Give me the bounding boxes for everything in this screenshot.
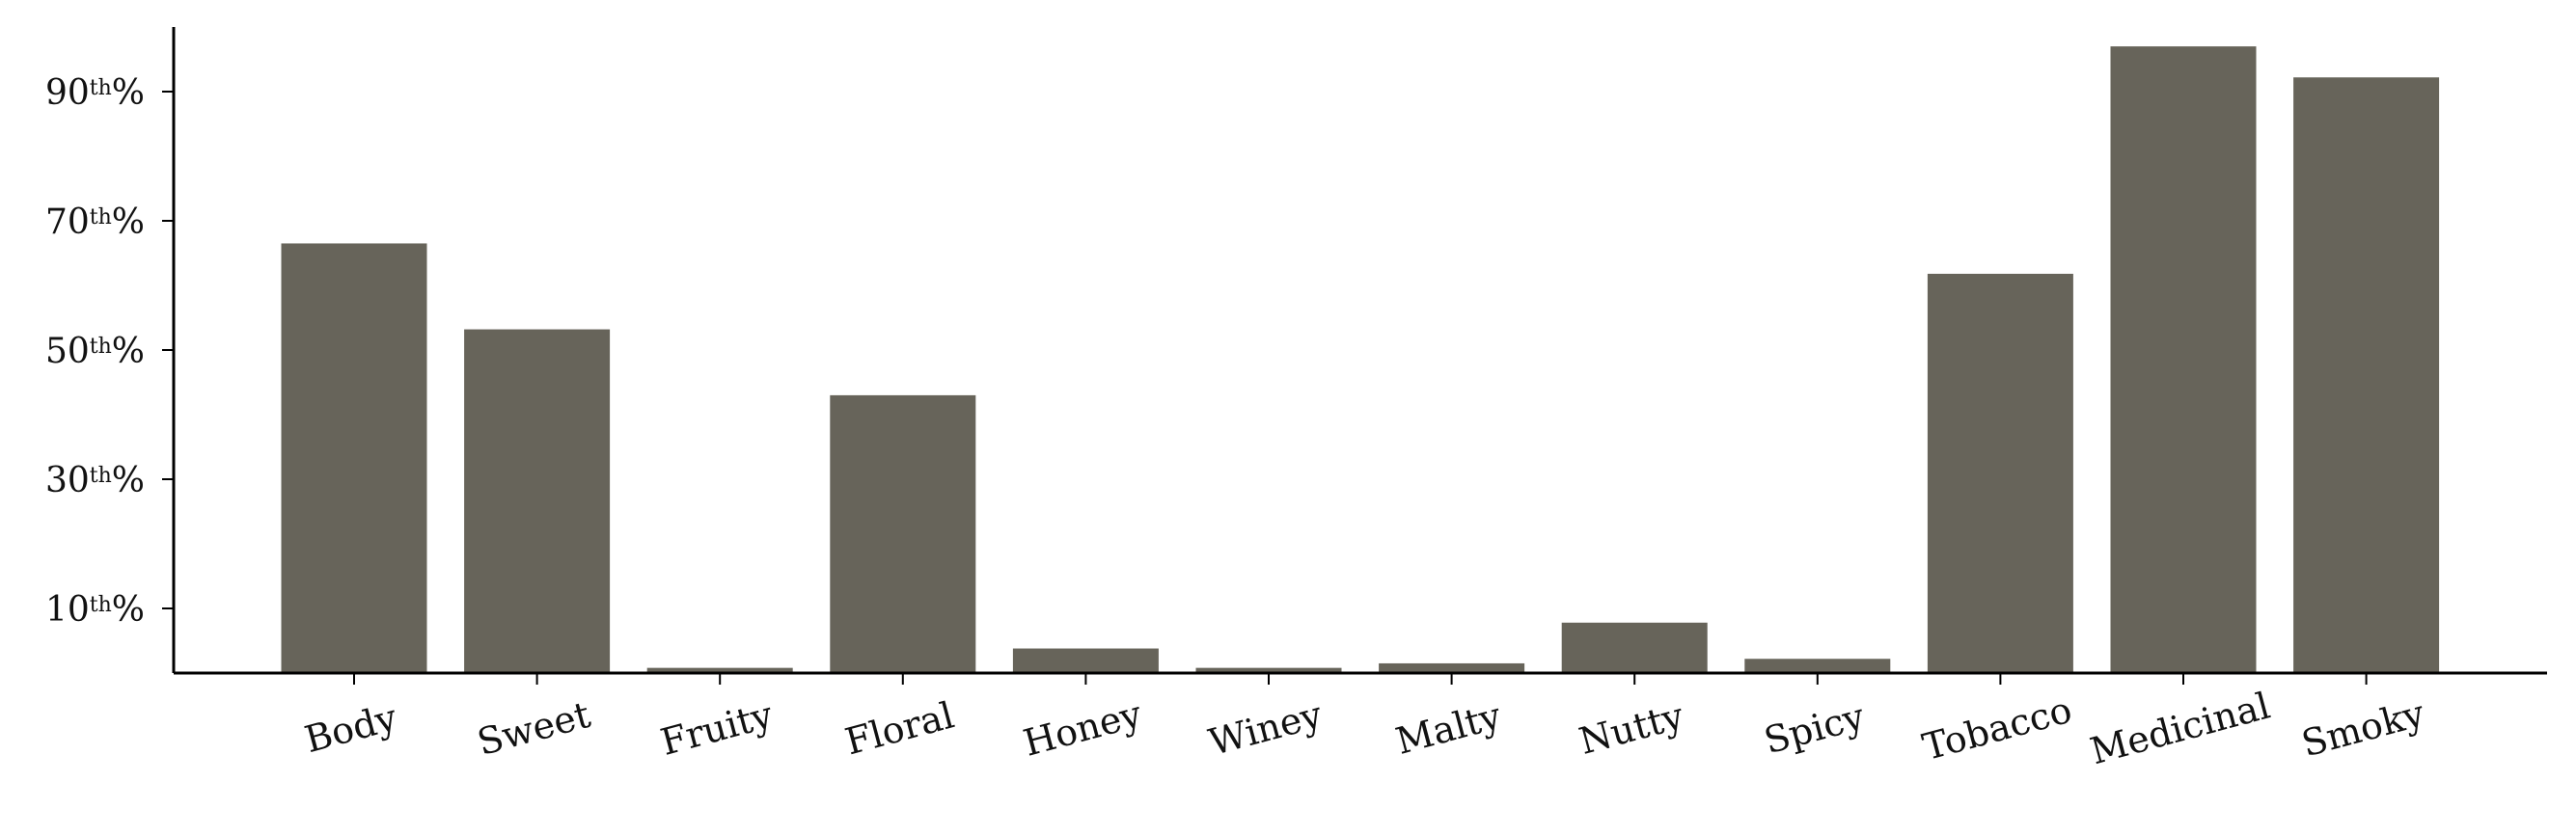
- x-tick-label-body: Body: [300, 696, 401, 762]
- bar-sweet: [464, 329, 611, 673]
- bar-spicy: [1744, 659, 1891, 673]
- x-tick-label-winey: Winey: [1204, 693, 1327, 764]
- y-axis: 10th% 30th% 50th% 70th% 90th%: [45, 27, 176, 673]
- x-tick-label-malty: Malty: [1391, 694, 1506, 763]
- bar-floral: [830, 394, 976, 673]
- x-tick-label-medicinal: Medicinal: [2086, 685, 2274, 773]
- x-tick-label-spicy: Spicy: [1760, 694, 1870, 762]
- x-tick-label-sweet: Sweet: [473, 693, 594, 764]
- bar-nutty: [1561, 622, 1708, 673]
- y-tick-label-30: 30th%: [45, 461, 145, 500]
- x-tick-label-nutty: Nutty: [1575, 694, 1688, 763]
- y-tick-label-90: 90th%: [45, 73, 145, 113]
- x-tick-label-smoky: Smoky: [2297, 691, 2429, 765]
- y-tick-label-50: 50th%: [45, 332, 145, 371]
- bar-fruity: [646, 667, 793, 673]
- x-tick-label-fruity: Fruity: [656, 693, 778, 764]
- bar-body: [281, 243, 427, 673]
- bar-smoky: [2293, 77, 2440, 673]
- y-tick-label-70: 70th%: [45, 202, 145, 242]
- bar-tobacco: [1927, 273, 2073, 673]
- x-tick-label-tobacco: Tobacco: [1918, 688, 2076, 769]
- x-tick-label-honey: Honey: [1019, 692, 1146, 765]
- x-tick-label-floral: Floral: [841, 693, 959, 763]
- x-axis: Body Sweet Fruity Floral Honey Winey Malty Nutt…: [174, 671, 2547, 773]
- bar-malty: [1379, 662, 1525, 673]
- bars-group: [281, 46, 2440, 674]
- y-tick-label-10: 10th%: [45, 590, 145, 630]
- bar-honey: [1012, 648, 1159, 673]
- bar-winey: [1195, 667, 1342, 673]
- bar-medicinal: [2110, 46, 2257, 674]
